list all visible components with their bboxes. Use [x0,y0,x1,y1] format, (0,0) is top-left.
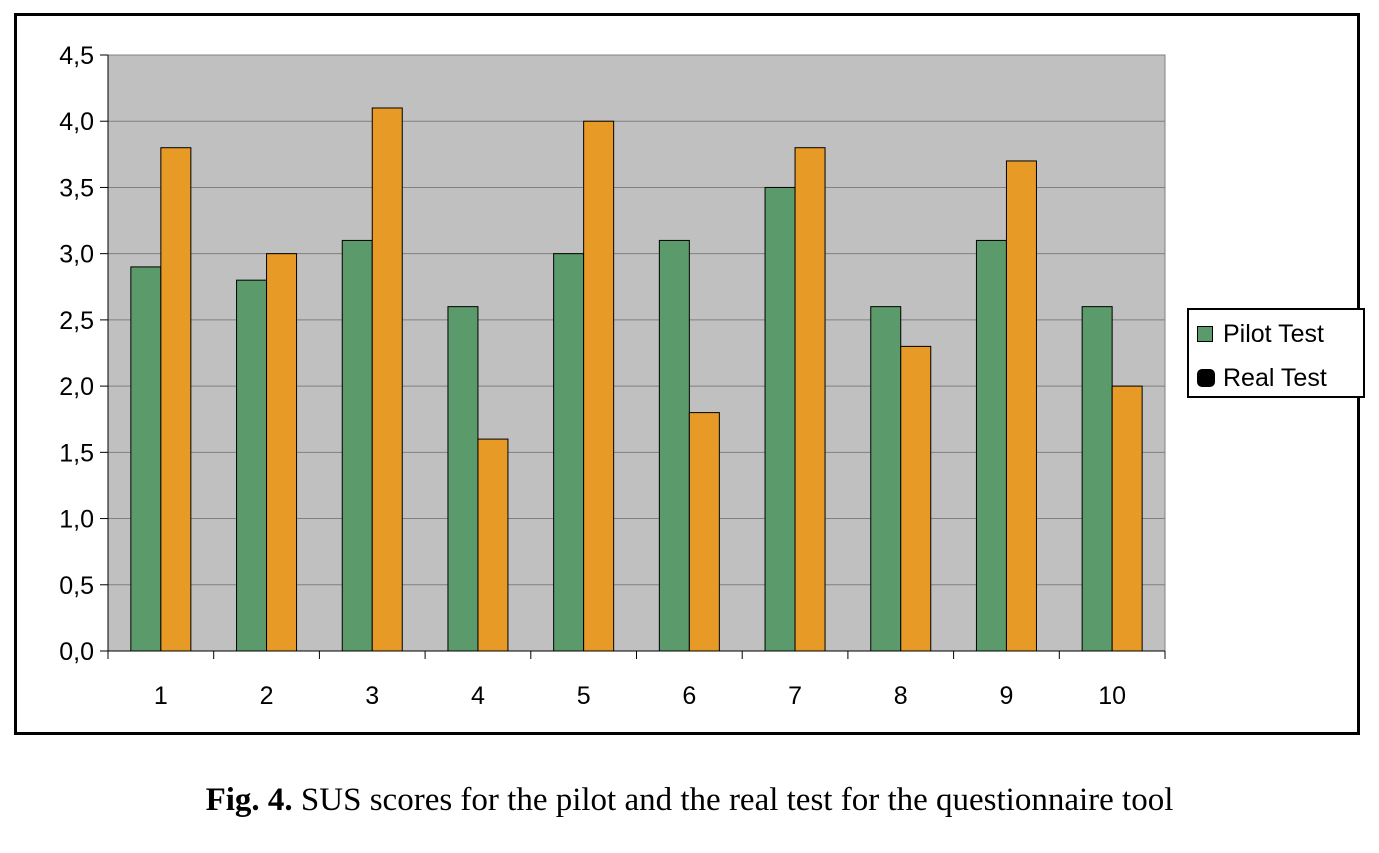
y-tick-label: 3,0 [59,241,94,269]
bar-real-test-9 [1005,160,1037,652]
x-tick-label: 4 [471,682,485,710]
x-tick-label: 5 [577,682,591,710]
bar-pilot-test-1 [130,266,162,652]
bar-pilot-test-4 [447,306,479,652]
legend-label-real-test: Real Test [1223,363,1327,392]
bar-pilot-test-10 [1081,306,1113,652]
chart-legend: Pilot Test Real Test [1187,308,1365,398]
x-tick-label: 10 [1098,682,1126,710]
y-tick-label: 0,0 [59,638,94,666]
caption-text: SUS scores for the pilot and the real te… [292,782,1174,818]
legend-swatch-pilot-test [1197,326,1213,342]
x-tick-label: 6 [682,682,696,710]
caption-figure-label: Fig. 4. [205,782,293,818]
bar-pilot-test-8 [870,306,902,652]
bar-pilot-test-3 [341,239,373,652]
legend-label-pilot-test: Pilot Test [1223,319,1324,348]
y-tick-label: 0,5 [59,572,94,600]
bar-real-test-6 [688,412,720,652]
y-tick-label: 3,5 [59,174,94,202]
bar-pilot-test-6 [658,239,690,652]
x-tick-label: 1 [154,682,168,710]
y-tick-label: 2,5 [59,307,94,335]
bar-real-test-3 [371,107,403,652]
bar-real-test-1 [160,147,192,652]
legend-item-real-test: Real Test [1197,363,1327,393]
bar-real-test-4 [477,438,509,652]
bar-real-test-7 [794,147,826,652]
y-tick-label: 2,0 [59,373,94,401]
sus-bar-chart: 0,0 0,5 1,0 1,5 2,0 2,5 3,0 3,5 4,0 4,5 1 2 3 4 5 6 7 8 9 1… [59,42,1166,710]
x-tick-label: 2 [260,682,274,710]
figure-caption: Fig. 4. SUS scores for the pilot and the… [0,782,1379,819]
bar-real-test-10 [1111,385,1143,652]
bar-real-test-5 [583,120,615,652]
bar-pilot-test-7 [764,186,796,652]
x-tick-label: 9 [999,682,1013,710]
y-tick-label: 4,0 [59,108,94,136]
bar-pilot-test-5 [553,253,585,652]
y-tick-label: 1,0 [59,506,94,534]
x-tick-label: 8 [894,682,908,710]
bar-real-test-2 [266,253,298,652]
y-tick-label: 4,5 [59,42,94,70]
bar-pilot-test-9 [975,239,1007,652]
bar-real-test-8 [900,345,932,652]
legend-item-pilot-test: Pilot Test [1197,319,1324,349]
bar-pilot-test-2 [236,279,268,652]
x-tick-label: 7 [788,682,802,710]
plot-area: 0,0 0,5 1,0 1,5 2,0 2,5 3,0 3,5 4,0 4,5 1 2 3 4 5 6 7 8 9 1… [59,42,1166,710]
legend-swatch-real-test [1197,369,1215,387]
y-tick-label: 1,5 [59,439,94,467]
x-tick-label: 3 [365,682,379,710]
